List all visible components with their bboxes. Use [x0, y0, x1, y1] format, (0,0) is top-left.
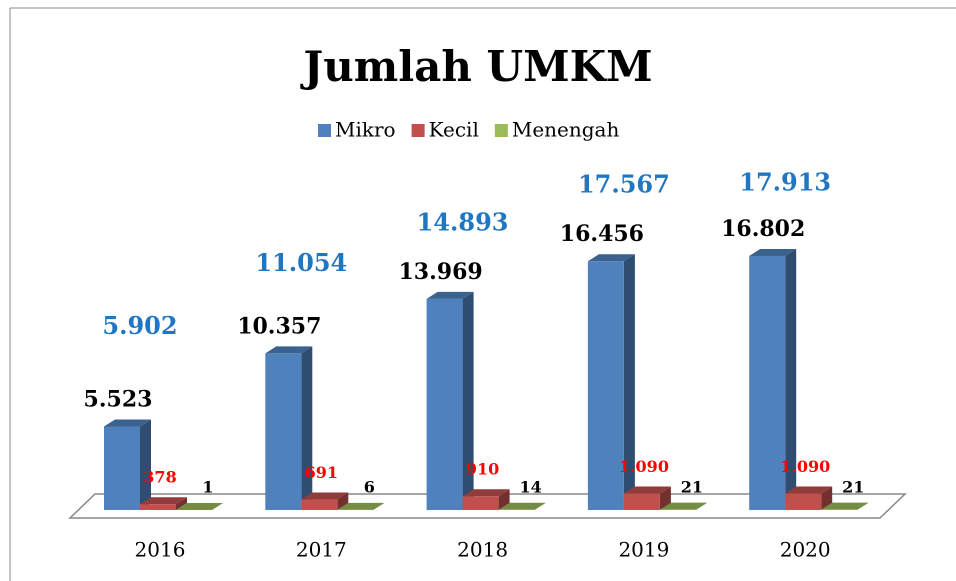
value-label: 14: [519, 478, 541, 497]
bar-side: [462, 291, 474, 510]
bar: [140, 504, 176, 510]
value-label: 21: [681, 478, 703, 497]
value-label: 378: [143, 468, 176, 487]
value-label: 1.090: [619, 457, 669, 476]
bar-top: [337, 502, 385, 510]
bar-top: [623, 486, 671, 494]
bar-top: [785, 486, 833, 494]
bar: [265, 353, 302, 510]
legend-label: Mikro: [335, 118, 396, 142]
bar-top: [821, 502, 869, 510]
bar-side: [659, 486, 671, 510]
value-label: 1: [202, 478, 213, 497]
legend-label: Menengah: [512, 118, 620, 142]
bar-top: [749, 249, 797, 256]
bar: [301, 499, 338, 510]
bar-top: [587, 254, 635, 262]
bar-top: [176, 502, 223, 510]
value-label: 6: [364, 478, 375, 497]
bar: [104, 426, 140, 510]
bar: [587, 261, 624, 510]
x-tick-label: 2018: [457, 538, 508, 562]
bar: [785, 493, 822, 510]
value-label: 13.969: [398, 259, 482, 285]
legend-swatch: [318, 124, 331, 137]
value-label: 1.090: [780, 457, 830, 476]
total-label: 14.893: [417, 207, 509, 236]
bar-top: [426, 291, 474, 299]
total-label: 17.567: [578, 170, 670, 199]
bar-side: [498, 489, 510, 510]
bar: [462, 496, 499, 510]
bar-side: [534, 502, 546, 510]
x-tick-label: 2016: [135, 538, 186, 562]
bar-top: [140, 497, 187, 505]
x-tick-label: 2017: [296, 538, 347, 562]
bar-side: [373, 502, 385, 510]
legend-swatch: [494, 124, 508, 137]
bar-top: [659, 502, 707, 510]
value-label: 910: [466, 460, 499, 479]
bar: [749, 256, 786, 510]
total-label: 5.902: [102, 311, 177, 340]
bar-side: [785, 249, 797, 510]
bar-side: [695, 502, 707, 510]
bar-side: [623, 254, 635, 510]
bar: [623, 493, 660, 510]
value-label: 16.456: [560, 221, 644, 247]
bar-side: [140, 419, 151, 510]
bar-side: [821, 486, 833, 510]
bar-top: [301, 492, 349, 500]
bar-top: [462, 489, 510, 497]
bar-top: [498, 502, 546, 510]
bar-top: [265, 346, 313, 354]
bar-side: [176, 497, 187, 510]
x-tick-label: 2019: [618, 538, 669, 562]
bar-side: [857, 502, 869, 510]
chart-title: Jumlah UMKM: [299, 42, 652, 91]
value-label: 16.802: [721, 216, 805, 242]
total-label: 17.913: [739, 168, 831, 197]
bar-top: [104, 419, 151, 427]
value-label: 21: [842, 478, 864, 497]
total-label: 11.054: [255, 248, 347, 277]
bar: [426, 298, 463, 510]
value-label: 10.357: [237, 313, 321, 339]
bar-side: [212, 502, 223, 510]
value-label: 691: [305, 463, 338, 482]
bar-side: [301, 346, 313, 510]
legend-swatch: [411, 124, 425, 137]
x-tick-label: 2020: [780, 538, 831, 562]
legend-label: Kecil: [429, 118, 479, 142]
value-label: 5.523: [84, 387, 153, 413]
bar-side: [337, 492, 349, 510]
